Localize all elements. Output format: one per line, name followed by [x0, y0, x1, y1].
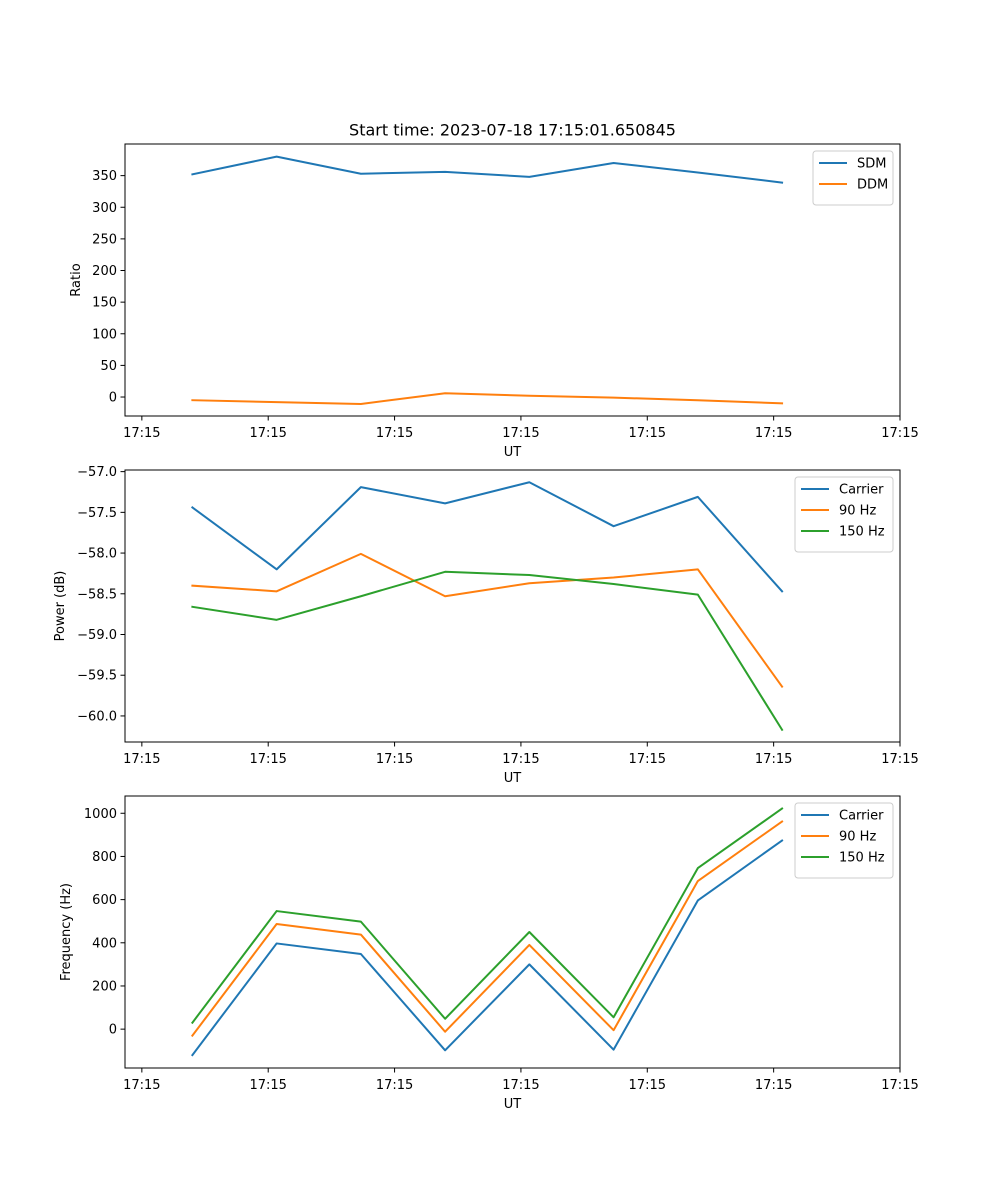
- x-tick-label: 17:15: [881, 1078, 918, 1093]
- y-tick-label: 400: [92, 936, 117, 951]
- series-lines: [190, 807, 784, 1057]
- series-line-carrier: [190, 481, 784, 593]
- legend-label-carrier: Carrier: [839, 483, 884, 498]
- x-tick-label: 17:15: [123, 426, 160, 441]
- axes-frame: [124, 469, 901, 743]
- y-tick-label: 150: [92, 296, 117, 311]
- y-tick-label: 600: [92, 893, 117, 908]
- y-tick-label: 350: [92, 169, 117, 184]
- series-line-carrier: [190, 839, 784, 1057]
- x-tick-label: 17:15: [249, 752, 286, 767]
- x-tick-label: 17:15: [881, 752, 918, 767]
- x-tick-label: 17:15: [881, 426, 918, 441]
- axes-frame: [124, 795, 901, 1069]
- legend-label-ddm: DDM: [857, 178, 888, 193]
- x-tick-label: 17:15: [629, 752, 666, 767]
- y-axis-label: Frequency (Hz): [59, 883, 74, 981]
- series-line-90-hz: [191, 552, 784, 689]
- y-tick-label: 0: [109, 391, 117, 406]
- y-tick-label: −58.5: [77, 587, 117, 602]
- x-axis-label: UT: [504, 445, 522, 460]
- y-tick-label: −59.0: [77, 628, 117, 643]
- series-line-ddm: [191, 392, 784, 405]
- x-tick-label: 17:15: [502, 426, 539, 441]
- y-tick-label: −60.0: [77, 709, 117, 724]
- chart-title: Start time: 2023-07-18 17:15:01.650845: [349, 121, 676, 140]
- y-tick-label: −57.5: [77, 506, 117, 521]
- y-tick-label: −58.0: [77, 547, 117, 562]
- y-tick-label: 50: [100, 359, 117, 374]
- x-tick-label: 17:15: [249, 426, 286, 441]
- y-tick-label: 0: [109, 1023, 117, 1038]
- x-tick-label: 17:15: [629, 426, 666, 441]
- legend-label-150-hz: 150 Hz: [839, 525, 885, 540]
- y-tick-label: 250: [92, 232, 117, 247]
- subplot-2: 17:15 17:15 17:15 17:15 17:15 17:15 17:15 −57.0…: [53, 465, 919, 786]
- legend: Carrier 90 Hz 150 Hz: [794, 802, 894, 879]
- legend-label-carrier: Carrier: [839, 809, 884, 824]
- x-tick-label: 17:15: [123, 1078, 160, 1093]
- x-axis-label: UT: [504, 1097, 522, 1112]
- axes-frame: [124, 143, 901, 417]
- series-line-sdm: [191, 155, 784, 184]
- y-tick-label: −57.0: [77, 465, 117, 480]
- legend-box: [794, 476, 894, 553]
- x-tick-label: 17:15: [376, 1078, 413, 1093]
- legend-box: [812, 150, 894, 206]
- plots-container: 17:15 17:15 17:15 17:15 17:15 17:15 17:15 0 50 10…: [53, 143, 919, 1112]
- legend-label-sdm: SDM: [857, 157, 886, 172]
- y-axis-label: Ratio: [69, 263, 84, 296]
- x-tick-label: 17:15: [629, 1078, 666, 1093]
- legend-box: [794, 802, 894, 879]
- y-tick-label: 200: [92, 264, 117, 279]
- series-lines: [191, 155, 784, 405]
- y-tick-label: 800: [92, 850, 117, 865]
- x-tick-label: 17:15: [755, 426, 792, 441]
- subplot-1: 17:15 17:15 17:15 17:15 17:15 17:15 17:15 0 50 10…: [69, 143, 919, 460]
- x-axis-label: UT: [504, 771, 522, 786]
- x-tick-label: 17:15: [755, 1078, 792, 1093]
- subplot-3: 17:15 17:15 17:15 17:15 17:15 17:15 17:15 0 200 4…: [59, 795, 919, 1112]
- x-tick-label: 17:15: [123, 752, 160, 767]
- x-tick-label: 17:15: [755, 752, 792, 767]
- legend-label-90-hz: 90 Hz: [839, 830, 876, 845]
- legend-label-90-hz: 90 Hz: [839, 504, 876, 519]
- y-tick-label: 1000: [84, 807, 117, 822]
- x-tick-label: 17:15: [502, 752, 539, 767]
- x-tick-label: 17:15: [376, 752, 413, 767]
- x-tick-label: 17:15: [249, 1078, 286, 1093]
- y-tick-label: 300: [92, 201, 117, 216]
- legend: Carrier 90 Hz 150 Hz: [794, 476, 894, 553]
- series-lines: [190, 481, 784, 732]
- y-tick-label: 100: [92, 327, 117, 342]
- x-tick-label: 17:15: [502, 1078, 539, 1093]
- legend: SDM DDM: [812, 150, 894, 206]
- y-tick-label: 200: [92, 979, 117, 994]
- series-line-150-hz: [191, 570, 784, 732]
- series-line-90-hz: [190, 820, 784, 1038]
- legend-label-150-hz: 150 Hz: [839, 851, 885, 866]
- y-tick-label: −59.5: [77, 669, 117, 684]
- x-tick-label: 17:15: [376, 426, 413, 441]
- y-axis-label: Power (dB): [53, 571, 68, 642]
- series-line-150-hz: [190, 807, 784, 1025]
